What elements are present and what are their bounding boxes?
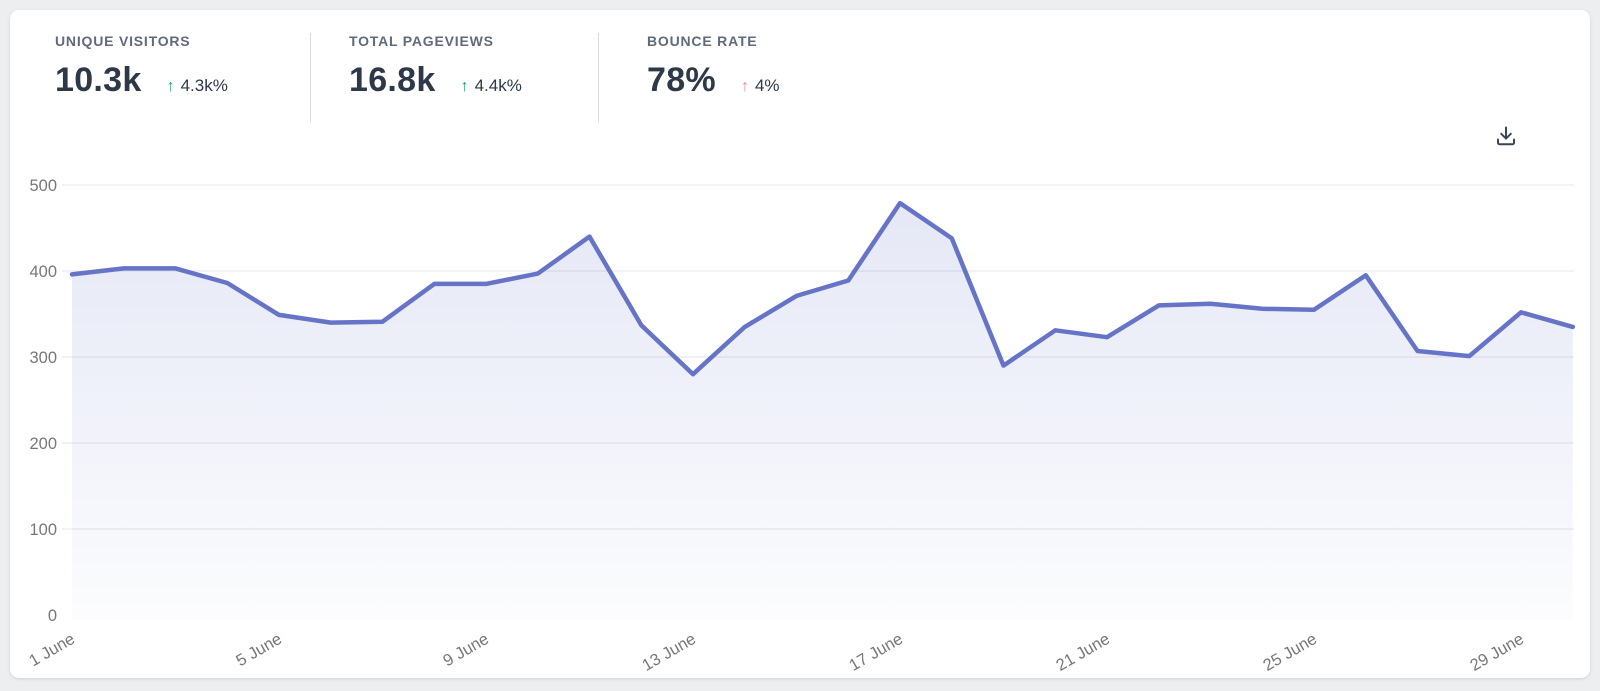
analytics-card: UNIQUE VISITORS 10.3k ↑ 4.3k% TOTAL PAGE… [10, 10, 1590, 678]
divider [598, 33, 599, 122]
stat-value: 78% [647, 61, 716, 99]
stat-bounce-rate: BOUNCE RATE 78% ↑ 4% [599, 33, 780, 122]
up-arrow-icon: ↑ [460, 78, 469, 95]
download-icon [1494, 124, 1520, 148]
stat-delta: ↑ 4.4k% [461, 76, 522, 96]
stat-value: 16.8k [349, 61, 436, 99]
download-button[interactable] [1488, 118, 1526, 154]
stat-delta-text: 4.3k% [180, 76, 228, 95]
up-arrow-icon: ↑ [166, 78, 175, 95]
stat-total-pageviews: TOTAL PAGEVIEWS 16.8k ↑ 4.4k% [311, 33, 598, 122]
stat-unique-visitors: UNIQUE VISITORS 10.3k ↑ 4.3k% [55, 33, 310, 122]
up-arrow-icon: ↑ [740, 78, 749, 95]
stat-delta: ↑ 4% [741, 76, 780, 96]
stat-label: UNIQUE VISITORS [55, 33, 191, 49]
stat-delta-text: 4.4k% [474, 76, 522, 95]
stat-value: 10.3k [55, 61, 142, 99]
stat-label: BOUNCE RATE [647, 33, 758, 49]
stats-header: UNIQUE VISITORS 10.3k ↑ 4.3k% TOTAL PAGE… [10, 10, 780, 122]
stat-label: TOTAL PAGEVIEWS [349, 33, 494, 49]
stat-delta-text: 4% [754, 76, 780, 95]
stat-delta: ↑ 4.3k% [167, 76, 228, 96]
divider [310, 33, 311, 122]
